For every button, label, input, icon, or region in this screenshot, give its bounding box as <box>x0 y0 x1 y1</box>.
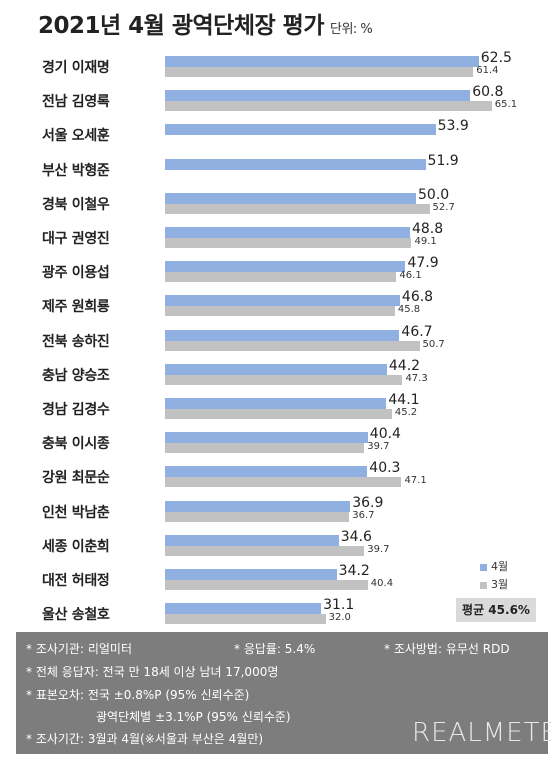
footer-respondents: * 전체 응답자: 전국 만 18세 이상 남녀 17,000명 <box>26 665 279 679</box>
value-label-mar: 40.4 <box>370 578 394 589</box>
average-badge: 평균 45.6% <box>456 598 536 622</box>
bar-apr <box>165 500 351 512</box>
value-label-apr: 36.9 <box>352 494 384 511</box>
bar-apr <box>165 534 339 546</box>
legend-label-mar: 3월 <box>491 578 509 591</box>
row-label: 전북 송하진 <box>42 333 110 350</box>
bar-mar <box>165 545 365 556</box>
value-label-apr: 47.9 <box>407 255 439 272</box>
row-label: 대전 허태정 <box>42 573 110 589</box>
value-label-apr: 40.4 <box>369 426 401 443</box>
bar-mar <box>165 67 474 77</box>
value-label-apr: 31.1 <box>323 597 355 614</box>
bar-mar <box>165 409 392 419</box>
bar-apr <box>165 432 368 444</box>
bar-apr <box>165 569 337 580</box>
value-label-mar: 50.7 <box>422 338 445 350</box>
value-label-apr: 48.8 <box>411 221 444 237</box>
chart-title: 2021년 4월 광역단체장 평가 단위: % <box>38 13 373 39</box>
value-label-apr: 44.2 <box>388 357 421 374</box>
bar-mar <box>165 614 326 625</box>
bar-mar <box>165 101 492 112</box>
bar-mar <box>165 374 403 385</box>
value-label-mar: 65.1 <box>494 99 518 111</box>
bar-apr <box>165 56 479 67</box>
footer-period: * 조사기간: 3월과 4월(※서울과 부산은 4월만) <box>26 732 264 746</box>
bar-apr <box>165 261 406 273</box>
bar-mar <box>165 580 368 590</box>
value-label-apr: 34.2 <box>338 563 370 579</box>
row-label: 인천 박남춘 <box>42 504 110 521</box>
row-label: 서울 오세훈 <box>42 128 110 145</box>
value-label-mar: 46.1 <box>399 270 422 282</box>
bar-mar <box>165 477 402 488</box>
bar-mar <box>165 272 397 283</box>
row-label: 제주 원희룡 <box>42 299 110 316</box>
unit-label: 단위: % <box>329 22 373 37</box>
bar-mar <box>165 511 350 522</box>
row-label: 충북 이시종 <box>42 436 110 453</box>
realmeter-logo: REALMETER <box>412 718 552 748</box>
legend-swatch-apr <box>480 563 487 571</box>
footer-response-rate: * 응답률: 5.4% <box>234 642 316 656</box>
row-label: 강원 최문순 <box>42 470 110 487</box>
value-label-mar: 52.7 <box>432 201 455 213</box>
bar-mar <box>165 340 420 351</box>
row-label: 부산 박형준 <box>42 162 110 179</box>
bar-mar <box>165 203 430 214</box>
value-label-mar: 39.7 <box>367 543 390 555</box>
row-label: 울산 송철호 <box>42 607 110 624</box>
value-label-apr: 44.1 <box>388 392 420 408</box>
legend-item-mar: 3월 <box>480 576 508 592</box>
bar-apr <box>165 158 426 170</box>
bar-apr <box>165 90 471 102</box>
footer-error-national: * 표본오차: 전국 ±0.8%P (95% 신뢰수준) <box>26 688 250 702</box>
value-label-mar: 36.7 <box>352 509 375 521</box>
bar-apr <box>165 124 436 136</box>
value-label-mar: 45.2 <box>394 407 418 418</box>
bar-mar <box>165 238 412 248</box>
bar-mar <box>165 306 395 317</box>
row-label: 세종 이춘희 <box>42 538 110 555</box>
value-label-mar: 45.8 <box>397 304 421 316</box>
value-label-apr: 40.3 <box>369 460 401 477</box>
row-label: 경기 이재명 <box>42 60 110 76</box>
legend-swatch-mar <box>480 581 487 589</box>
row-label: 전남 김영록 <box>42 94 110 111</box>
bar-apr <box>165 227 410 238</box>
value-label-mar: 47.3 <box>405 372 428 384</box>
value-label-mar: 47.1 <box>404 475 427 487</box>
bar-apr <box>165 295 400 307</box>
value-label-mar: 49.1 <box>414 236 437 247</box>
bar-apr <box>165 398 387 409</box>
row-label: 광주 이용섭 <box>42 265 110 282</box>
bar-apr <box>165 363 387 375</box>
value-label-mar: 39.7 <box>367 441 390 453</box>
value-label-apr: 53.9 <box>437 118 469 135</box>
bar-apr <box>165 329 400 341</box>
value-label-apr: 34.6 <box>340 528 372 545</box>
row-label: 대구 권영진 <box>42 231 110 247</box>
footer-method: * 조사방법: 유무선 RDD <box>384 642 510 656</box>
value-label-apr: 51.9 <box>427 152 459 169</box>
bar-apr <box>165 466 368 478</box>
value-label-mar: 61.4 <box>476 65 499 76</box>
survey-info-footer: * 조사기관: 리얼미터 * 응답률: 5.4% * 조사방법: 유무선 RDD… <box>16 632 552 754</box>
row-label: 경북 이철우 <box>42 196 110 213</box>
value-label-apr: 46.7 <box>401 323 433 340</box>
legend-item-apr: 4월 <box>480 558 508 574</box>
bar-apr <box>165 192 416 204</box>
bar-apr <box>165 603 322 615</box>
footer-agency: * 조사기관: 리얼미터 <box>26 642 132 656</box>
value-label-apr: 46.8 <box>401 289 434 306</box>
value-label-apr: 62.5 <box>480 50 512 66</box>
footer-error-regional: 광역단체별 ±3.1%P (95% 신뢰수준) <box>96 710 291 724</box>
value-label-apr: 60.8 <box>472 84 504 101</box>
bar-mar <box>165 443 365 454</box>
value-label-mar: 32.0 <box>328 612 351 624</box>
value-label-apr: 50.0 <box>418 186 450 203</box>
row-label: 경남 김경수 <box>42 402 110 418</box>
legend-label-apr: 4월 <box>491 560 509 573</box>
row-label: 충남 양승조 <box>42 367 110 384</box>
